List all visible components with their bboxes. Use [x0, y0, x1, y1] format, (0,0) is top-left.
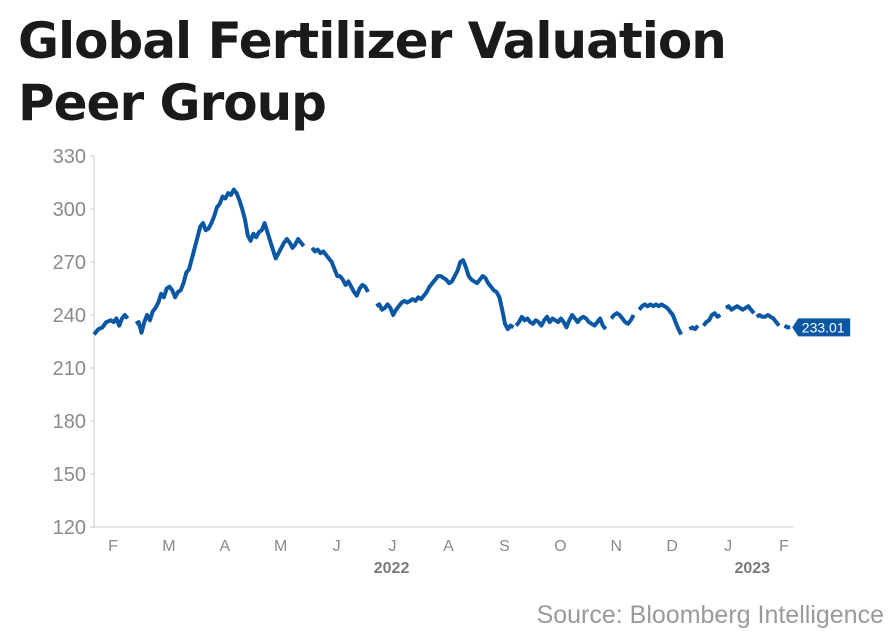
x-tick-label: N — [610, 538, 622, 555]
series-line-segment — [688, 324, 700, 332]
y-tick-label: 150 — [53, 464, 86, 486]
x-tick-label: J — [389, 538, 397, 555]
series-line-segment — [637, 302, 683, 336]
x-tick-label: S — [499, 538, 510, 555]
series-line-segment — [609, 311, 636, 326]
source-note: Source: Bloomberg Intelligence — [536, 601, 884, 629]
y-tick-label: 120 — [53, 517, 86, 539]
last-value-label: 233.01 — [802, 319, 845, 335]
series-line-segment — [701, 311, 722, 327]
chart-title-line-2: Peer Group — [18, 74, 327, 132]
x-tick-label: J — [333, 538, 341, 555]
series-line-segment — [310, 246, 370, 298]
x-tick-label: F — [108, 538, 118, 555]
year-label: 2023 — [734, 560, 770, 577]
series-line-segment — [134, 187, 306, 335]
chart-title: Global Fertilizer Valuation Peer Group — [18, 10, 878, 134]
series-line-segment — [514, 313, 608, 331]
y-tick-label: 240 — [53, 305, 86, 327]
series-line-segment — [755, 313, 781, 327]
y-tick-label: 300 — [53, 199, 86, 221]
y-tick-label: 210 — [53, 358, 86, 380]
x-tick-label: A — [219, 538, 230, 555]
chart-title-line-1: Global Fertilizer Valuation — [18, 12, 727, 70]
y-tick-label: 270 — [53, 252, 86, 274]
series-line-segment — [375, 258, 515, 332]
x-tick-label: A — [443, 538, 454, 555]
year-label: 2022 — [374, 560, 410, 577]
x-tick-label: O — [554, 538, 566, 555]
x-tick-label: D — [666, 538, 678, 555]
x-tick-label: M — [274, 538, 287, 555]
last-value-badge — [792, 318, 851, 337]
series-line-segment — [724, 304, 756, 315]
y-tick-label: 330 — [53, 146, 86, 168]
series-line-segment — [783, 323, 791, 330]
x-tick-label: J — [724, 538, 732, 555]
y-tick-label: 180 — [53, 411, 86, 433]
x-tick-label: M — [162, 538, 175, 555]
series-line-segment — [92, 313, 130, 336]
x-tick-label: F — [779, 538, 789, 555]
